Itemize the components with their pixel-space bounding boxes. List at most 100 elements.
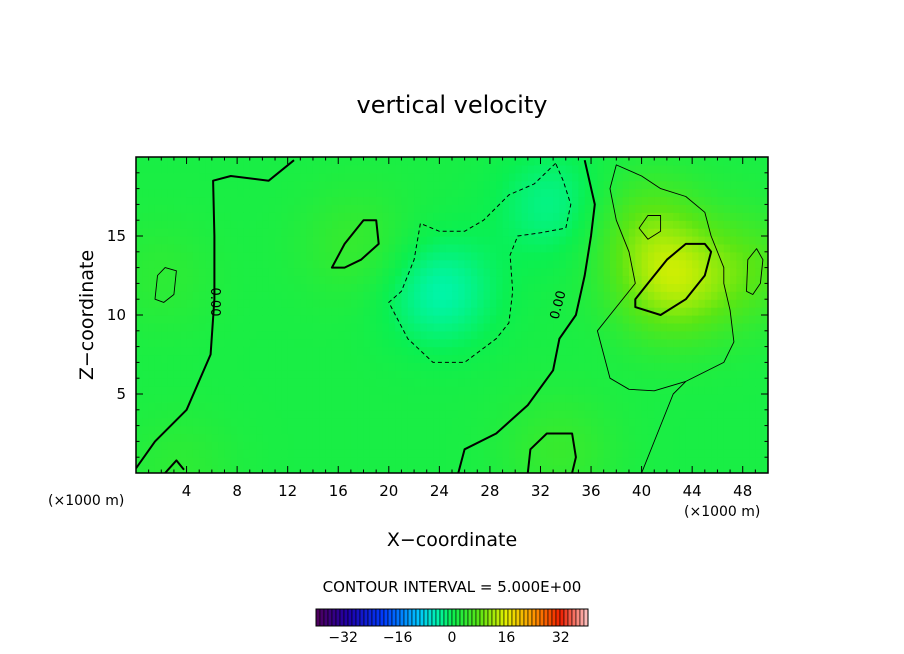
field-cell (704, 275, 712, 284)
field-cell (319, 457, 327, 466)
field-cell (692, 275, 700, 284)
field-cell (660, 243, 668, 253)
field-cell (477, 228, 485, 237)
field-cell (660, 433, 668, 442)
colorbar-segment (427, 608, 433, 627)
field-cell (477, 417, 485, 427)
field-cell (572, 243, 579, 253)
field-cell (382, 378, 390, 387)
field-cell (420, 315, 428, 324)
colorbar-segment (431, 608, 437, 627)
field-cell (136, 228, 143, 237)
field-cell (433, 188, 440, 198)
field-cell (319, 228, 327, 237)
field-cell (439, 362, 447, 371)
field-cell (136, 362, 143, 371)
field-cell (483, 386, 491, 395)
field-cell (591, 409, 598, 419)
field-cell (597, 275, 605, 284)
field-cell (420, 441, 428, 450)
field-cell (565, 204, 573, 213)
field-cell (224, 228, 232, 237)
field-cell (192, 386, 200, 395)
field-cell (148, 307, 156, 316)
field-cell (300, 220, 308, 229)
field-cell (521, 386, 529, 395)
field-cell (628, 157, 636, 166)
field-cell (749, 307, 756, 316)
field-cell (268, 204, 276, 213)
field-cell (641, 157, 649, 166)
field-cell (325, 291, 333, 300)
field-cell (363, 386, 371, 395)
field-cell (761, 291, 768, 300)
field-cell (350, 449, 358, 458)
field-cell (300, 196, 308, 205)
field-cell (439, 330, 447, 340)
field-cell (262, 283, 270, 292)
field-cell (192, 291, 200, 300)
field-cell (230, 386, 238, 395)
field-cell (161, 370, 169, 379)
field-cell (527, 172, 535, 182)
field-cell (489, 457, 497, 466)
field-cell (205, 394, 213, 403)
field-cell (230, 188, 238, 198)
field-cell (515, 354, 523, 363)
field-cell (692, 417, 700, 427)
field-cell (565, 370, 573, 379)
field-cell (319, 315, 327, 324)
field-cell (496, 338, 504, 348)
field-cell (470, 204, 478, 213)
field-cell (237, 204, 245, 213)
field-cell (199, 346, 207, 356)
field-cell (711, 212, 719, 221)
field-cell (148, 425, 156, 435)
field-cell (142, 417, 150, 427)
field-cell (622, 401, 630, 411)
field-cell (294, 204, 301, 213)
field-cell (730, 275, 737, 284)
field-cell (717, 401, 725, 411)
field-cell (357, 180, 365, 190)
field-cell (692, 346, 700, 356)
field-cell (161, 204, 169, 213)
field-cell (521, 259, 529, 269)
field-cell (180, 401, 188, 411)
field-cell (736, 243, 744, 253)
field-cell (666, 425, 674, 435)
field-cell (148, 370, 156, 379)
field-cell (749, 204, 756, 213)
field-cell (635, 212, 643, 221)
field-cell (224, 220, 232, 229)
field-cell (312, 401, 320, 411)
field-cell (483, 322, 491, 332)
field-cell (256, 354, 263, 363)
colorbar-segment (515, 608, 521, 627)
field-cell (407, 157, 415, 166)
field-cell (546, 338, 554, 348)
field-cell (508, 188, 516, 198)
field-cell (635, 378, 643, 387)
field-cell (224, 251, 232, 261)
field-cell (218, 386, 226, 395)
field-cell (136, 164, 143, 174)
field-cell (167, 291, 175, 300)
colorbar-segment (375, 608, 381, 627)
field-cell (420, 157, 428, 166)
colorbar-segment (363, 608, 369, 627)
field-cell (262, 354, 270, 363)
field-cell (622, 243, 630, 253)
field-cell (489, 283, 497, 292)
field-cell (483, 251, 491, 261)
field-cell (717, 164, 725, 174)
field-cell (749, 157, 756, 166)
field-cell (565, 212, 573, 221)
field-cell (591, 228, 598, 237)
field-cell (565, 378, 573, 387)
field-cell (407, 275, 415, 284)
field-cell (508, 180, 516, 190)
field-cell (622, 378, 630, 387)
field-cell (344, 394, 352, 403)
field-cell (414, 401, 421, 411)
